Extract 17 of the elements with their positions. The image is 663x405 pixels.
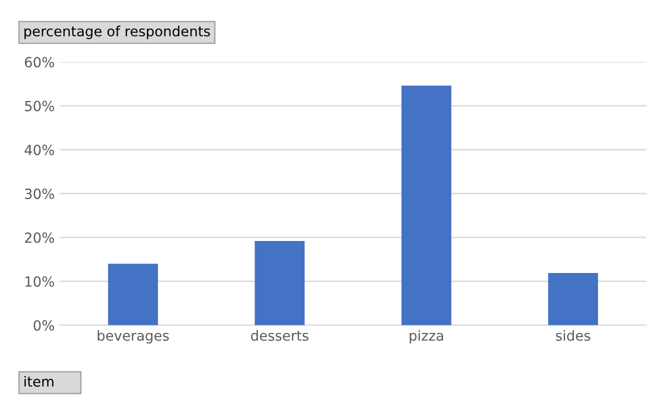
x-tick-label: desserts — [251, 330, 308, 341]
y-tick-label: 10% — [25, 276, 54, 287]
y-axis-title: percentage of respondents — [24, 26, 210, 40]
y-tick-label: 60% — [24, 56, 54, 68]
y-tick-label: 0% — [34, 320, 54, 331]
y-tick-label: 20% — [24, 232, 54, 243]
y-tick-label: 50% — [25, 100, 54, 112]
bar — [548, 273, 598, 326]
bar — [254, 240, 305, 326]
y-tick-label: 40% — [24, 144, 54, 156]
bar — [401, 86, 452, 326]
x-tick-label: beverages — [98, 330, 169, 344]
x-tick-label: pizza — [410, 330, 444, 344]
x-axis-title: item — [24, 376, 54, 387]
x-tick-label: sides — [556, 330, 590, 341]
bar — [108, 264, 158, 326]
y-tick-label: 30% — [25, 188, 54, 200]
